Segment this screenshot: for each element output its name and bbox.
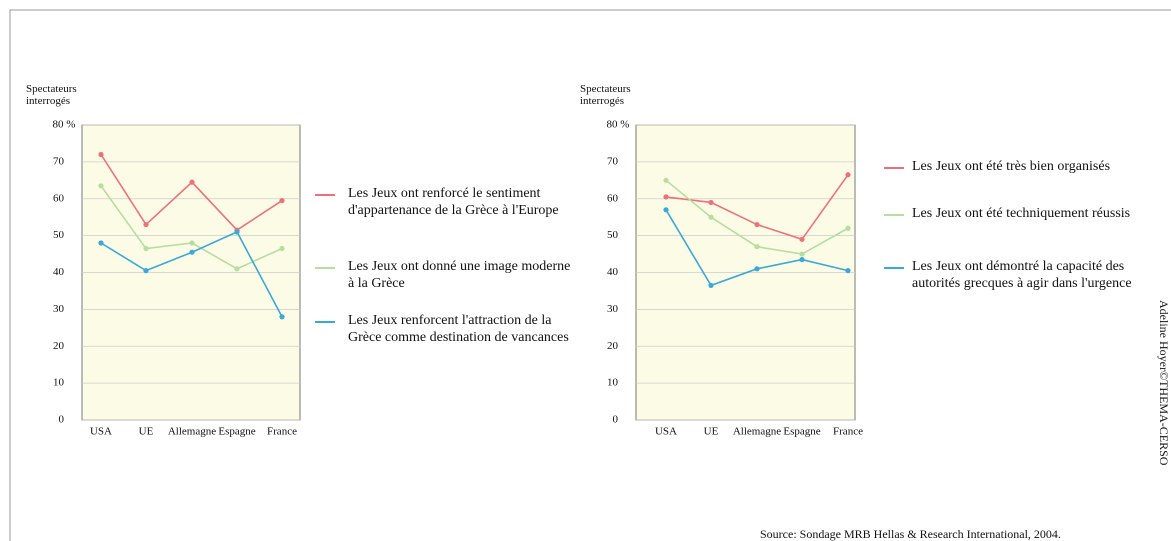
point <box>189 249 195 255</box>
y-tick-label: 50 <box>53 229 65 241</box>
point <box>98 183 104 189</box>
y-axis-label: Spectateurs interrogés <box>26 83 77 107</box>
legend-label: Les Jeux ont été techniquement réussis <box>912 206 1131 221</box>
y-tick-label: 80 % <box>607 119 630 131</box>
point <box>708 199 714 206</box>
point <box>845 225 851 231</box>
y-tick-label: 30 <box>607 303 619 315</box>
point <box>708 282 714 289</box>
point <box>663 177 669 183</box>
point <box>279 197 285 204</box>
point <box>143 245 149 252</box>
y-axis-label: Spectateurs interrogés <box>580 83 631 107</box>
point <box>754 244 760 250</box>
x-tick-label: France <box>833 426 863 438</box>
y-tick-label: 70 <box>53 155 65 167</box>
point <box>754 266 760 272</box>
y-tick-label: 20 <box>53 340 65 352</box>
point <box>663 207 669 213</box>
point <box>799 251 805 257</box>
point <box>143 268 149 274</box>
legend-label: Les Jeux renforcent l'attraction de la G… <box>348 313 569 345</box>
x-tick-label: Espagne <box>218 426 255 438</box>
y-tick-label: 80 % <box>53 119 76 131</box>
point <box>189 179 195 185</box>
frame <box>9 9 1171 541</box>
x-tick-label: Allemagne <box>733 426 781 438</box>
point <box>143 221 149 228</box>
y-tick-label: 40 <box>607 266 619 278</box>
point <box>98 151 104 158</box>
x-tick-label: Allemagne <box>168 426 216 438</box>
y-tick-label: 30 <box>53 303 65 315</box>
point <box>663 194 669 200</box>
point <box>799 256 805 263</box>
x-tick-label: UE <box>704 426 719 438</box>
y-tick-label: 60 <box>607 192 619 204</box>
legend-label: Les Jeux ont donné une image moderne à l… <box>348 259 571 291</box>
x-tick-label: UE <box>139 426 154 438</box>
point <box>279 314 285 320</box>
point <box>279 245 285 252</box>
legend-label: Les Jeux ont été très bien organisés <box>912 159 1111 174</box>
point <box>234 229 240 235</box>
y-tick-label: 0 <box>613 414 619 426</box>
y-tick-label: 60 <box>53 192 65 204</box>
point <box>754 221 760 228</box>
point <box>845 268 851 274</box>
y-tick-label: 70 <box>607 155 619 167</box>
point <box>708 214 714 220</box>
credit: Adeline Hoyer©THEMA-CERSO <box>1157 300 1171 466</box>
x-tick-label: France <box>267 426 297 438</box>
point <box>845 172 851 178</box>
x-tick-label: Espagne <box>783 426 820 438</box>
point <box>799 236 805 242</box>
x-tick-label: USA <box>655 426 677 438</box>
source: Source: Sondage MRB Hellas & Research In… <box>760 527 1061 541</box>
y-tick-label: 10 <box>607 377 619 389</box>
legend-label: Les Jeux ont démontré la capacité des au… <box>912 259 1132 291</box>
point <box>234 266 240 272</box>
point <box>98 240 104 246</box>
y-tick-label: 0 <box>59 414 65 426</box>
y-tick-label: 40 <box>53 266 65 278</box>
y-tick-label: 50 <box>607 229 619 241</box>
legend-label: Les Jeux ont renforcé le sentiment d'app… <box>348 186 559 218</box>
y-tick-label: 20 <box>607 340 619 352</box>
y-tick-label: 10 <box>53 377 65 389</box>
x-tick-label: USA <box>90 426 112 438</box>
point <box>189 240 195 246</box>
